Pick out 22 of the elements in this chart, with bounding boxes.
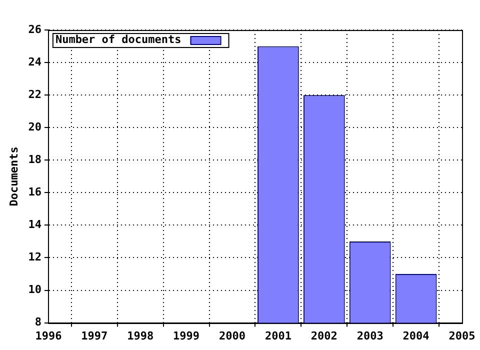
legend-label: Number of documents — [55, 32, 182, 46]
y-tick-label: 12 — [28, 250, 42, 264]
x-tick-label: 2002 — [310, 329, 338, 342]
x-tick-label: 1996 — [35, 329, 62, 342]
y-tick-label: 16 — [28, 186, 42, 199]
y-tick-label: 26 — [28, 22, 42, 36]
x-tick-label: 1998 — [127, 329, 154, 342]
x-tick-label: 2004 — [402, 329, 430, 342]
x-tick-label: 2001 — [264, 329, 292, 342]
y-tick-label: 10 — [28, 283, 42, 296]
x-tick-label: 2003 — [356, 329, 384, 342]
y-tick-label: 24 — [28, 55, 42, 68]
x-tick-label: 2005 — [448, 329, 476, 342]
y-tick-label: 18 — [28, 152, 42, 166]
y-tick-label: 8 — [34, 316, 42, 329]
x-tick-label: 2000 — [218, 329, 246, 342]
y-tick-label: 14 — [28, 218, 42, 232]
y-tick-label: 20 — [28, 120, 42, 134]
y-axis-title: Documents — [7, 146, 20, 206]
y-tick-label: 22 — [28, 88, 42, 101]
x-tick-label: 1999 — [173, 329, 200, 342]
x-tick-label: 1997 — [81, 329, 108, 342]
